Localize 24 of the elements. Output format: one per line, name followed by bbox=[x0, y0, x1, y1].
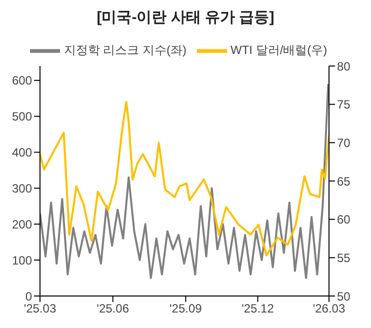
x-tick-label: '25.12 bbox=[242, 302, 274, 316]
y-tick-label: 100 bbox=[12, 253, 32, 268]
x-tick-label: '25.06 bbox=[96, 302, 130, 316]
x-tick-label: '25.03 bbox=[24, 302, 56, 316]
y-tick-label: 300 bbox=[12, 181, 32, 196]
line-series bbox=[40, 82, 329, 280]
y-tick-label: 500 bbox=[12, 110, 32, 124]
y2-tick-label: 80 bbox=[337, 59, 351, 74]
y2-tick-label: 50 bbox=[337, 289, 351, 304]
y2-tick-label: 65 bbox=[337, 174, 351, 188]
legend-label: 지정학 리스크 지수(좌) bbox=[64, 43, 186, 58]
x-tick-label: '25.09 bbox=[170, 302, 202, 316]
y2-tick-label: 55 bbox=[337, 250, 351, 265]
line-series bbox=[40, 101, 329, 256]
y-tick-label: 600 bbox=[12, 74, 32, 88]
y2-tick-label: 70 bbox=[337, 136, 351, 150]
chart-title: [미국-이란 사태 유가 급등] bbox=[96, 8, 276, 28]
y2-tick-label: 75 bbox=[337, 98, 351, 112]
y2-tick-label: 60 bbox=[337, 212, 351, 227]
x-tick-label: '26.03 bbox=[312, 302, 346, 316]
y-tick-label: 0 bbox=[25, 289, 32, 304]
y-tick-label: 200 bbox=[12, 217, 32, 232]
y-tick-label: 400 bbox=[12, 146, 32, 160]
legend-label: WTI 달러/배럴(우) bbox=[230, 43, 328, 58]
